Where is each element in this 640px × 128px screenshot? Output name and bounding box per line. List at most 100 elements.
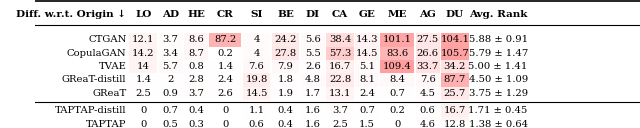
Text: 16.7: 16.7 bbox=[444, 106, 466, 115]
Text: 2.6: 2.6 bbox=[305, 62, 321, 71]
Text: AG: AG bbox=[419, 10, 436, 19]
Text: AD: AD bbox=[162, 10, 179, 19]
Text: 26.6: 26.6 bbox=[417, 49, 438, 58]
Text: 5.5: 5.5 bbox=[305, 49, 321, 58]
Text: 2.6: 2.6 bbox=[218, 89, 233, 98]
FancyBboxPatch shape bbox=[184, 47, 208, 60]
Text: 83.6: 83.6 bbox=[387, 49, 408, 58]
Text: 7.9: 7.9 bbox=[278, 62, 294, 71]
Text: 5.7: 5.7 bbox=[163, 62, 179, 71]
Text: 14.3: 14.3 bbox=[356, 35, 378, 44]
Text: 0.5: 0.5 bbox=[163, 120, 179, 128]
FancyBboxPatch shape bbox=[326, 60, 354, 73]
Text: 7.6: 7.6 bbox=[420, 75, 436, 84]
Text: 2.4: 2.4 bbox=[218, 75, 234, 84]
FancyBboxPatch shape bbox=[243, 60, 271, 73]
FancyBboxPatch shape bbox=[415, 87, 440, 100]
FancyBboxPatch shape bbox=[381, 60, 414, 73]
Text: 25.7: 25.7 bbox=[444, 89, 466, 98]
Text: 57.3: 57.3 bbox=[329, 49, 351, 58]
Text: 0.4: 0.4 bbox=[188, 106, 204, 115]
Text: 5.88 ± 0.91: 5.88 ± 0.91 bbox=[468, 35, 528, 44]
FancyBboxPatch shape bbox=[184, 87, 208, 100]
FancyBboxPatch shape bbox=[129, 60, 157, 73]
Text: 0.4: 0.4 bbox=[278, 106, 294, 115]
Text: 27.5: 27.5 bbox=[417, 35, 439, 44]
Text: 87.2: 87.2 bbox=[214, 35, 236, 44]
Text: 12.8: 12.8 bbox=[444, 120, 466, 128]
FancyBboxPatch shape bbox=[381, 87, 414, 100]
Text: 27.8: 27.8 bbox=[275, 49, 297, 58]
Text: 4.8: 4.8 bbox=[305, 75, 321, 84]
FancyBboxPatch shape bbox=[415, 33, 440, 47]
FancyBboxPatch shape bbox=[209, 60, 241, 73]
Text: 2.5: 2.5 bbox=[332, 120, 348, 128]
FancyBboxPatch shape bbox=[301, 104, 325, 117]
Text: LO: LO bbox=[135, 10, 152, 19]
Text: TAPTAP: TAPTAP bbox=[86, 120, 127, 128]
Text: 4.6: 4.6 bbox=[420, 120, 436, 128]
FancyBboxPatch shape bbox=[415, 60, 440, 73]
Text: 0.3: 0.3 bbox=[188, 120, 204, 128]
Text: BE: BE bbox=[277, 10, 294, 19]
FancyBboxPatch shape bbox=[209, 47, 241, 60]
FancyBboxPatch shape bbox=[355, 73, 380, 87]
Text: 101.1: 101.1 bbox=[383, 35, 412, 44]
FancyBboxPatch shape bbox=[271, 104, 300, 117]
Text: 0.4: 0.4 bbox=[278, 120, 294, 128]
FancyBboxPatch shape bbox=[301, 87, 325, 100]
Text: 38.4: 38.4 bbox=[329, 35, 351, 44]
Text: 1.4: 1.4 bbox=[218, 62, 234, 71]
FancyBboxPatch shape bbox=[301, 117, 325, 128]
FancyBboxPatch shape bbox=[159, 60, 182, 73]
Text: 1.6: 1.6 bbox=[305, 120, 321, 128]
Text: 0.6: 0.6 bbox=[248, 120, 264, 128]
Text: 2.8: 2.8 bbox=[188, 75, 204, 84]
FancyBboxPatch shape bbox=[271, 87, 300, 100]
Text: 0.7: 0.7 bbox=[359, 106, 375, 115]
FancyBboxPatch shape bbox=[381, 33, 414, 47]
Text: 14: 14 bbox=[137, 62, 150, 71]
FancyBboxPatch shape bbox=[209, 73, 241, 87]
Text: 1.7: 1.7 bbox=[305, 89, 321, 98]
FancyBboxPatch shape bbox=[355, 60, 380, 73]
Text: 3.7: 3.7 bbox=[163, 35, 179, 44]
Text: DI: DI bbox=[306, 10, 320, 19]
FancyBboxPatch shape bbox=[441, 117, 469, 128]
Text: 0: 0 bbox=[140, 120, 147, 128]
FancyBboxPatch shape bbox=[441, 104, 469, 117]
FancyBboxPatch shape bbox=[159, 104, 182, 117]
Text: 1.4: 1.4 bbox=[135, 75, 152, 84]
Text: 5.00 ± 1.41: 5.00 ± 1.41 bbox=[468, 62, 528, 71]
FancyBboxPatch shape bbox=[301, 73, 325, 87]
FancyBboxPatch shape bbox=[301, 47, 325, 60]
FancyBboxPatch shape bbox=[271, 117, 300, 128]
FancyBboxPatch shape bbox=[326, 73, 354, 87]
Text: 8.4: 8.4 bbox=[389, 75, 405, 84]
FancyBboxPatch shape bbox=[159, 47, 182, 60]
Text: 33.7: 33.7 bbox=[417, 62, 439, 71]
FancyBboxPatch shape bbox=[381, 104, 414, 117]
FancyBboxPatch shape bbox=[415, 47, 440, 60]
FancyBboxPatch shape bbox=[441, 47, 469, 60]
Text: 109.4: 109.4 bbox=[383, 62, 412, 71]
Text: GReaT: GReaT bbox=[92, 89, 127, 98]
Text: CA: CA bbox=[332, 10, 348, 19]
Text: DU: DU bbox=[446, 10, 464, 19]
FancyBboxPatch shape bbox=[326, 33, 354, 47]
Text: 1.9: 1.9 bbox=[278, 89, 294, 98]
Text: 0.2: 0.2 bbox=[390, 106, 405, 115]
FancyBboxPatch shape bbox=[415, 117, 440, 128]
FancyBboxPatch shape bbox=[184, 33, 208, 47]
Text: 1.71 ± 0.45: 1.71 ± 0.45 bbox=[468, 106, 528, 115]
Text: 0: 0 bbox=[222, 120, 228, 128]
Text: 5.1: 5.1 bbox=[359, 62, 375, 71]
FancyBboxPatch shape bbox=[301, 60, 325, 73]
FancyBboxPatch shape bbox=[326, 47, 354, 60]
Text: 0.7: 0.7 bbox=[163, 106, 179, 115]
FancyBboxPatch shape bbox=[415, 104, 440, 117]
FancyBboxPatch shape bbox=[355, 47, 380, 60]
Text: GE: GE bbox=[359, 10, 376, 19]
Text: 0.7: 0.7 bbox=[390, 89, 405, 98]
FancyBboxPatch shape bbox=[326, 87, 354, 100]
